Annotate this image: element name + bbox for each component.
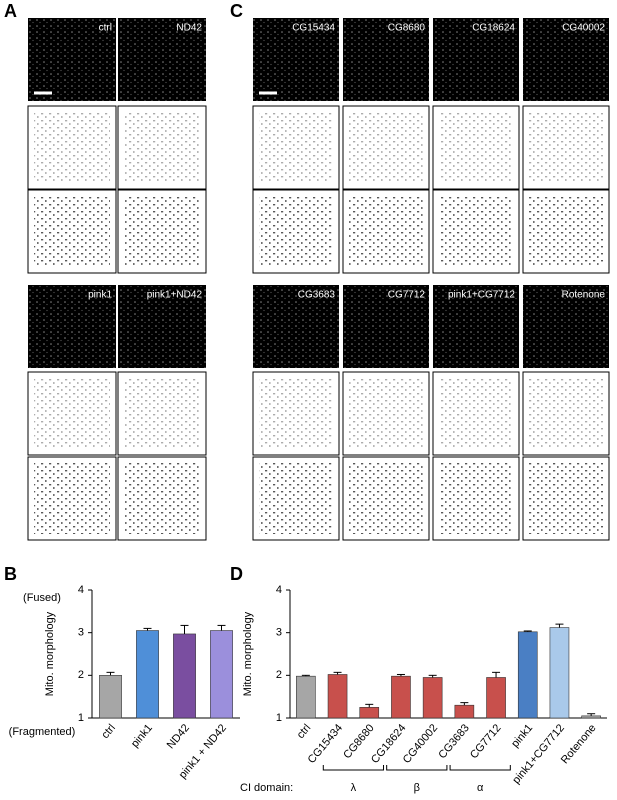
image-label: CG18624 [472,23,515,34]
x-tick-label: pink1 [129,722,155,750]
x-tick-label: pink1 [509,722,535,750]
domain-bracket [386,765,448,771]
domain-symbol: α [477,782,484,794]
domain-bracket [449,765,511,771]
y-tick-label: 3 [78,627,84,639]
y-axis-label: Mito. morphology [44,611,56,696]
binary-texture [439,378,513,449]
annotation: (Fragmented) [9,726,76,738]
binary-texture [34,463,110,534]
y-tick-label: 1 [78,712,84,724]
bar [422,677,443,719]
image-label: CG7712 [388,290,426,301]
binary-texture [259,196,333,267]
image-label: ctrl [99,23,112,34]
fluorescence-texture [253,285,339,368]
image-label: ND42 [176,23,202,34]
binary-texture [439,196,513,267]
fluorescence-texture [343,18,429,101]
image-label: Rotenone [562,290,606,301]
panel-letter: B [4,564,17,584]
binary-texture [124,463,200,534]
binary-texture [529,378,603,449]
domain-symbol: λ [351,782,357,794]
domain-symbol: β [414,782,420,794]
x-tick-label: CG7712 [468,722,504,761]
y-tick-label: 4 [276,584,282,596]
binary-texture [439,112,513,183]
binary-texture [124,112,200,183]
bar [517,631,538,719]
binary-texture [124,196,200,267]
image-label: CG40002 [562,23,605,34]
image-label: CG15434 [292,23,335,34]
x-tick-label: ctrl [295,722,314,741]
fluorescence-texture [253,18,339,101]
y-tick-label: 4 [78,584,84,596]
fluorescence-texture [433,285,519,368]
binary-texture [34,112,110,183]
binary-texture [259,112,333,183]
y-tick-label: 2 [78,669,84,681]
bar [454,704,475,719]
binary-texture [529,112,603,183]
fluorescence-texture [433,18,519,101]
bar [99,675,122,719]
bar [210,630,233,719]
annotation: (Fused) [23,592,61,604]
binary-texture [124,378,200,449]
fluorescence-texture [28,285,116,368]
panel-letter: D [230,564,243,584]
binary-texture [349,378,423,449]
binary-texture [259,378,333,449]
fluorescence-texture [523,18,609,101]
binary-texture [259,463,333,534]
bar [327,674,348,719]
bar [296,675,316,719]
bar [581,715,601,719]
fluorescence-texture [118,18,206,101]
binary-texture [439,463,513,534]
image-label: pink1+CG7712 [448,290,515,301]
x-tick-label: ctrl [99,722,118,741]
binary-texture [529,463,603,534]
y-tick-label: 1 [276,712,282,724]
y-axis-label: Mito. morphology [242,611,254,696]
x-tick-label: ND42 [165,722,192,751]
binary-texture [349,196,423,267]
image-label: CG8680 [388,23,426,34]
image-label: CG3683 [298,290,336,301]
fluorescence-texture [28,18,116,101]
panel-letter: C [230,1,243,21]
binary-texture [34,196,110,267]
fluorescence-texture [343,285,429,368]
bar [486,677,506,719]
image-label: pink1+ND42 [147,290,203,301]
x-tick-label: CG3683 [436,722,472,761]
panel-letter: A [4,1,17,21]
domain-label: CI domain: [240,782,293,794]
bar [173,633,196,719]
bar [136,630,159,719]
image-label: pink1 [88,290,112,301]
bar [549,627,570,719]
binary-texture [349,463,423,534]
y-tick-label: 3 [276,627,282,639]
binary-texture [349,112,423,183]
y-tick-label: 2 [276,669,282,681]
bar [359,707,380,719]
binary-texture [34,378,110,449]
domain-bracket [322,765,385,771]
binary-texture [529,196,603,267]
bar [391,675,411,719]
fluorescence-texture [118,285,206,368]
fluorescence-texture [523,285,609,368]
